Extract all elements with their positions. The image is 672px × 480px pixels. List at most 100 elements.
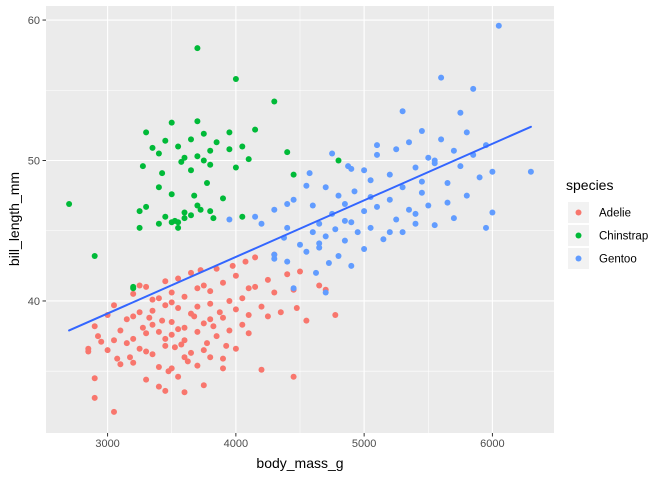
point-adelie bbox=[130, 290, 137, 297]
point-adelie bbox=[168, 289, 175, 296]
point-chinstrap bbox=[191, 192, 198, 199]
point-chinstrap bbox=[188, 167, 194, 174]
point-gentoo bbox=[399, 229, 406, 236]
point-gentoo bbox=[271, 251, 278, 258]
point-gentoo bbox=[406, 206, 412, 213]
point-chinstrap bbox=[143, 129, 150, 136]
minor-gridlines bbox=[46, 6, 554, 433]
point-adelie bbox=[239, 295, 246, 302]
point-gentoo bbox=[290, 285, 297, 292]
point-adelie bbox=[127, 354, 133, 361]
point-chinstrap bbox=[200, 157, 207, 164]
point-gentoo bbox=[380, 236, 387, 243]
point-chinstrap bbox=[290, 171, 297, 178]
point-adelie bbox=[220, 314, 226, 321]
point-chinstrap bbox=[175, 219, 182, 226]
point-gentoo bbox=[322, 184, 329, 191]
point-gentoo bbox=[418, 128, 425, 134]
point-gentoo bbox=[418, 189, 425, 196]
y-tick-label: 40 bbox=[28, 296, 40, 308]
y-tick-label: 50 bbox=[28, 156, 40, 168]
point-chinstrap bbox=[226, 129, 233, 136]
point-gentoo bbox=[457, 163, 464, 170]
point-gentoo bbox=[367, 177, 374, 184]
point-adelie bbox=[85, 348, 92, 355]
point-gentoo bbox=[309, 229, 316, 236]
point-gentoo bbox=[457, 109, 464, 116]
point-gentoo bbox=[412, 210, 419, 217]
point-adelie bbox=[207, 316, 214, 323]
point-gentoo bbox=[483, 224, 489, 231]
point-chinstrap bbox=[245, 156, 252, 163]
point-gentoo bbox=[438, 74, 445, 81]
point-adelie bbox=[136, 309, 143, 316]
point-chinstrap bbox=[162, 213, 169, 220]
point-gentoo bbox=[438, 136, 445, 143]
point-adelie bbox=[303, 317, 310, 324]
x-tick-label: 6000 bbox=[480, 438, 504, 450]
point-adelie bbox=[226, 298, 233, 304]
point-chinstrap bbox=[178, 158, 185, 165]
point-chinstrap bbox=[194, 153, 201, 160]
trend-line-group bbox=[68, 125, 532, 332]
point-adelie bbox=[178, 341, 185, 348]
point-chinstrap bbox=[149, 144, 156, 151]
point-adelie bbox=[155, 328, 162, 335]
point-adelie bbox=[130, 335, 137, 342]
point-adelie bbox=[245, 312, 252, 318]
point-adelie bbox=[194, 285, 201, 292]
point-adelie bbox=[123, 340, 130, 347]
point-adelie bbox=[252, 283, 259, 290]
y-tick-label: 60 bbox=[28, 15, 40, 27]
point-adelie bbox=[229, 262, 236, 269]
point-gentoo bbox=[412, 164, 419, 171]
point-adelie bbox=[155, 383, 162, 390]
point-chinstrap bbox=[168, 119, 175, 126]
point-adelie bbox=[245, 330, 252, 337]
point-adelie bbox=[200, 320, 207, 327]
data-points bbox=[66, 22, 534, 415]
point-adelie bbox=[143, 348, 150, 355]
point-chinstrap bbox=[207, 208, 214, 215]
legend-swatch-adelie bbox=[575, 209, 582, 216]
point-adelie bbox=[200, 282, 207, 289]
point-adelie bbox=[168, 365, 175, 372]
point-gentoo bbox=[309, 202, 316, 209]
point-chinstrap bbox=[335, 157, 342, 164]
point-adelie bbox=[149, 321, 156, 328]
point-adelie bbox=[194, 303, 201, 310]
point-adelie bbox=[175, 305, 182, 311]
point-gentoo bbox=[463, 129, 470, 136]
point-adelie bbox=[220, 365, 226, 372]
point-adelie bbox=[188, 269, 194, 276]
point-chinstrap bbox=[204, 180, 210, 186]
point-chinstrap bbox=[136, 224, 143, 231]
point-adelie bbox=[123, 316, 130, 323]
point-gentoo bbox=[374, 151, 380, 158]
point-gentoo bbox=[431, 157, 438, 164]
point-adelie bbox=[181, 293, 188, 300]
point-adelie bbox=[130, 359, 137, 366]
point-adelie bbox=[143, 283, 150, 290]
point-chinstrap bbox=[210, 215, 217, 222]
point-adelie bbox=[232, 345, 239, 352]
point-gentoo bbox=[476, 174, 483, 181]
point-adelie bbox=[204, 340, 210, 347]
point-gentoo bbox=[386, 196, 393, 203]
point-gentoo bbox=[332, 226, 339, 233]
point-gentoo bbox=[290, 196, 297, 203]
point-chinstrap bbox=[139, 163, 146, 170]
point-gentoo bbox=[406, 139, 412, 146]
point-adelie bbox=[159, 317, 166, 324]
point-adelie bbox=[284, 271, 291, 278]
point-adelie bbox=[155, 295, 162, 302]
point-adelie bbox=[181, 337, 188, 344]
point-gentoo bbox=[386, 171, 393, 178]
point-gentoo bbox=[393, 146, 400, 153]
point-chinstrap bbox=[168, 191, 175, 198]
point-chinstrap bbox=[181, 154, 188, 161]
point-gentoo bbox=[316, 220, 323, 227]
point-adelie bbox=[168, 319, 175, 325]
point-adelie bbox=[264, 276, 271, 283]
